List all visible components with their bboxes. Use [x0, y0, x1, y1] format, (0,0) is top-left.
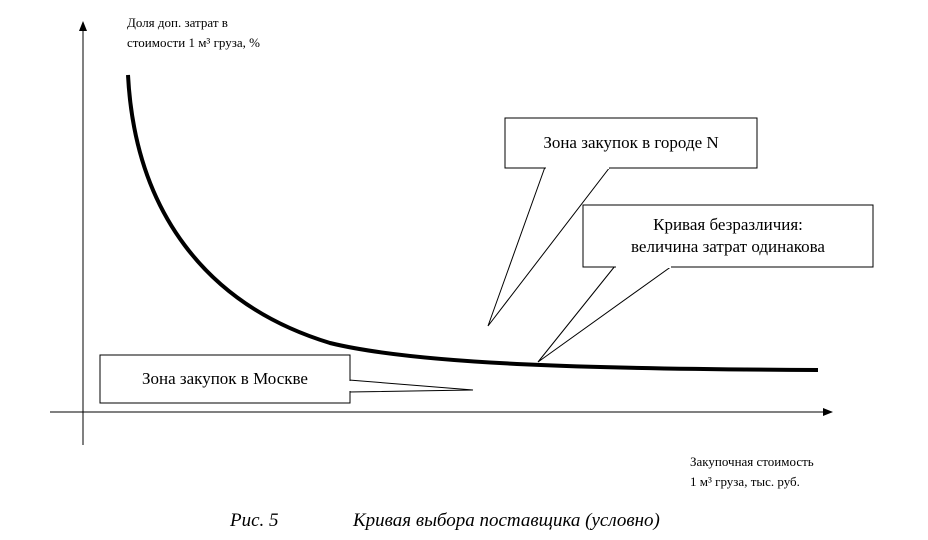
callout: Кривая безразличия: величина затрат один…	[537, 204, 874, 363]
callout-text: Кривая безразличия:	[653, 215, 803, 234]
caption-title: Кривая выбора поставщика (условно)	[352, 510, 660, 531]
callout: Зона закупок в городе N	[487, 117, 758, 327]
callout-text: Зона закупок в Москве	[142, 369, 308, 388]
x-axis-label: Закупочная стоимость	[690, 454, 814, 469]
y-axis-label: Доля доп. затрат в	[127, 15, 228, 30]
callout: Зона закупок в Москве	[99, 354, 474, 404]
y-axis-label: стоимости 1 м³ груза, %	[127, 35, 260, 50]
indifference-curve	[126, 74, 819, 372]
x-axis-label: 1 м³ груза, тыс. руб.	[690, 474, 800, 489]
caption-number: Рис. 5	[229, 510, 279, 531]
callout-text: величина затрат одинакова	[631, 237, 825, 256]
callout-text: Зона закупок в городе N	[543, 133, 718, 152]
